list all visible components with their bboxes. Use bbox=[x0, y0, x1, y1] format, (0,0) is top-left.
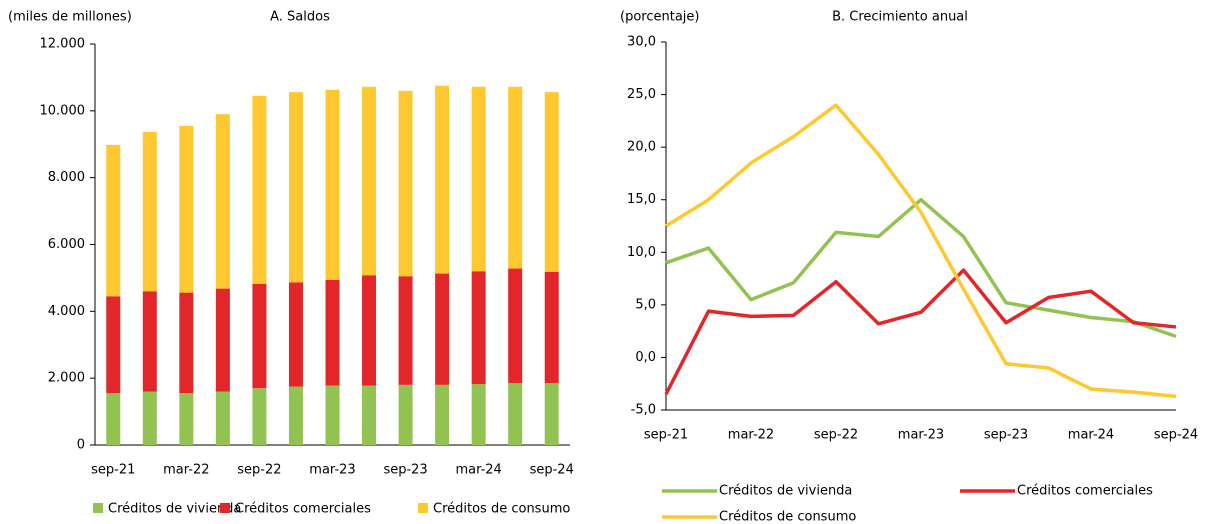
bar bbox=[252, 95, 267, 284]
x-tick-label: sep-24 bbox=[530, 463, 574, 478]
bar bbox=[288, 282, 303, 387]
x-tick-label: mar-24 bbox=[1068, 428, 1114, 443]
bar bbox=[508, 86, 523, 269]
x-tick-label: sep-21 bbox=[644, 428, 688, 443]
y-axis-label: (miles de millones) bbox=[8, 10, 132, 25]
bar bbox=[362, 275, 377, 386]
x-tick-label: mar-22 bbox=[728, 428, 774, 443]
bar bbox=[435, 384, 450, 445]
y-tick-label: 25,0 bbox=[627, 87, 656, 102]
y-tick-label: 0 bbox=[77, 438, 85, 453]
y-tick-label: 10.000 bbox=[40, 103, 86, 118]
bar bbox=[508, 383, 523, 445]
bar bbox=[179, 292, 194, 394]
x-tick-label: mar-23 bbox=[309, 463, 355, 478]
bar bbox=[215, 288, 230, 392]
bar bbox=[106, 296, 121, 394]
y-tick-label: -5,0 bbox=[631, 403, 656, 418]
y-tick-label: 5,0 bbox=[635, 297, 656, 312]
bar bbox=[435, 273, 450, 385]
bar bbox=[325, 385, 340, 445]
bar bbox=[398, 90, 413, 277]
bar bbox=[398, 384, 413, 445]
bar bbox=[508, 268, 523, 384]
x-tick-label: sep-23 bbox=[383, 463, 427, 478]
bar bbox=[362, 385, 377, 445]
bar bbox=[179, 125, 194, 293]
x-tick-label: sep-24 bbox=[1154, 428, 1198, 443]
bar bbox=[288, 92, 303, 283]
bar bbox=[215, 391, 230, 445]
bar bbox=[142, 131, 157, 292]
bar bbox=[252, 388, 267, 445]
y-axis-label: (porcentaje) bbox=[620, 10, 699, 25]
y-tick-label: 12.000 bbox=[40, 37, 86, 52]
y-tick-label: 6.000 bbox=[48, 237, 85, 252]
line bbox=[665, 197, 1177, 339]
bar bbox=[325, 89, 340, 280]
chart-title: A. Saldos bbox=[270, 10, 330, 25]
line bbox=[664, 268, 1177, 396]
line bbox=[665, 103, 1177, 399]
bar bbox=[325, 279, 340, 386]
legend-swatch bbox=[418, 503, 428, 513]
bar bbox=[106, 393, 121, 445]
bar bbox=[106, 144, 121, 297]
bar bbox=[252, 283, 267, 389]
bar bbox=[544, 92, 559, 272]
y-tick-label: 15,0 bbox=[627, 192, 656, 207]
x-tick-label: sep-22 bbox=[237, 463, 281, 478]
legend-swatch bbox=[220, 503, 230, 513]
y-tick-label: 8.000 bbox=[48, 170, 85, 185]
y-tick-label: 4.000 bbox=[48, 304, 85, 319]
y-tick-label: 10,0 bbox=[627, 245, 656, 260]
bar bbox=[179, 393, 194, 445]
x-tick-label: sep-23 bbox=[984, 428, 1028, 443]
legend-swatch bbox=[93, 503, 103, 513]
bar bbox=[471, 271, 486, 385]
bar bbox=[288, 386, 303, 445]
legend-label: Créditos de vivienda bbox=[108, 502, 241, 517]
legend-label: Créditos de consumo bbox=[433, 502, 570, 517]
legend-label: Créditos comerciales bbox=[1017, 484, 1153, 499]
y-tick-label: 30,0 bbox=[627, 35, 656, 50]
bar bbox=[142, 391, 157, 445]
bar bbox=[471, 86, 486, 272]
bar bbox=[215, 114, 230, 289]
y-tick-label: 2.000 bbox=[48, 371, 85, 386]
legend-label: Créditos de consumo bbox=[719, 510, 856, 524]
x-tick-label: sep-21 bbox=[91, 463, 135, 478]
bar bbox=[544, 383, 559, 445]
bar bbox=[544, 271, 559, 384]
bar bbox=[398, 276, 413, 385]
x-tick-label: mar-23 bbox=[898, 428, 944, 443]
bar bbox=[471, 384, 486, 445]
legend-label: Créditos de vivienda bbox=[719, 484, 852, 499]
y-tick-label: 20,0 bbox=[627, 140, 656, 155]
bar bbox=[142, 291, 157, 392]
x-tick-label: sep-22 bbox=[814, 428, 858, 443]
legend-label: Créditos comerciales bbox=[235, 502, 371, 517]
chart-title: B. Crecimiento anual bbox=[832, 10, 968, 25]
y-tick-label: 0,0 bbox=[635, 350, 656, 365]
x-tick-label: mar-22 bbox=[163, 463, 209, 478]
x-tick-label: mar-24 bbox=[455, 463, 501, 478]
bar bbox=[362, 86, 377, 276]
bar bbox=[435, 85, 450, 274]
